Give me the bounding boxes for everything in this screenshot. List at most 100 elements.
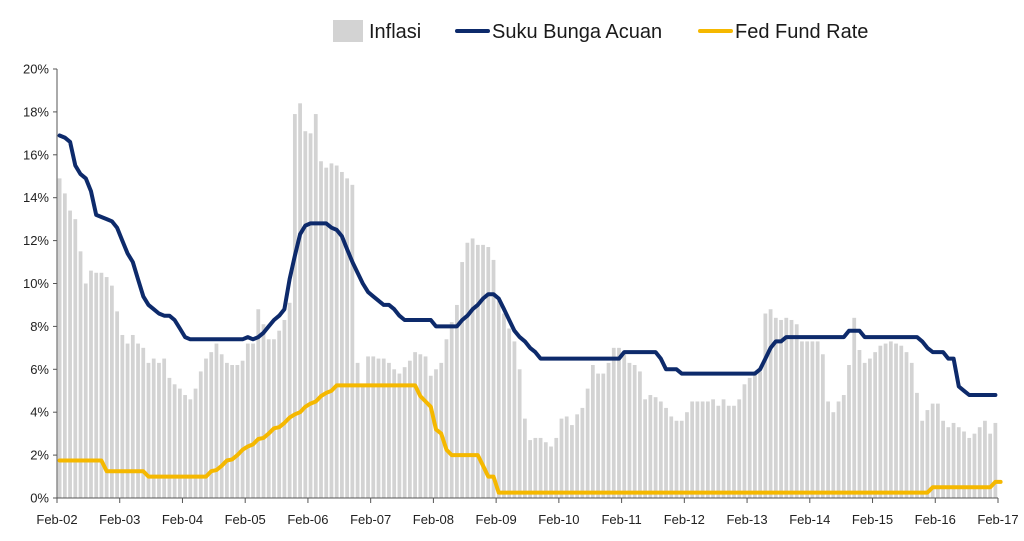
inflasi-bar (423, 356, 428, 498)
inflasi-bar (831, 412, 836, 498)
inflasi-bar (407, 360, 412, 498)
inflasi-bar (606, 362, 611, 498)
inflasi-bar (779, 319, 783, 498)
inflasi-bar (962, 431, 966, 498)
inflasi-bar (967, 437, 972, 498)
inflasi-bar (836, 401, 841, 498)
inflasi-bar (89, 270, 93, 498)
y-tick-label: 0% (30, 491, 49, 506)
inflasi-bar (313, 114, 318, 499)
inflasi-bar (789, 319, 794, 498)
inflasi-bar (815, 341, 820, 498)
inflasi-bar (371, 356, 376, 498)
inflasi-bar (658, 401, 663, 498)
inflasi-bar (648, 395, 653, 498)
inflasi-bar (517, 369, 522, 498)
x-tick-label: Feb-13 (726, 512, 767, 527)
inflasi-bar (951, 422, 956, 498)
inflasi-bar (381, 358, 386, 498)
inflasi-bar (475, 244, 480, 498)
inflasi-bar (925, 410, 930, 498)
inflasi-bar (747, 377, 752, 498)
inflasi-bar (611, 347, 616, 498)
inflasi-bar (287, 302, 292, 498)
x-tick-label: Feb-10 (538, 512, 579, 527)
inflasi-bar (533, 437, 538, 498)
inflasi-bar (319, 161, 323, 499)
inflasi-bar (909, 362, 914, 498)
inflasi-bar (392, 369, 397, 498)
inflasi-bar (470, 238, 475, 498)
inflasi-bar (695, 401, 700, 498)
legend-label-suku-bunga-acuan: Suku Bunga Acuan (492, 21, 662, 43)
y-tick-label: 10% (23, 276, 49, 291)
inflasi-bar (705, 401, 710, 498)
inflasi-bar (810, 341, 815, 498)
inflasi-bar (261, 324, 266, 498)
inflasi-bar (543, 442, 548, 498)
legend-label-fed-fund-rate: Fed Fund Rate (735, 21, 868, 43)
inflasi-bar (585, 388, 590, 498)
inflasi-bar (632, 365, 637, 498)
inflasi-bar (193, 388, 198, 498)
y-tick-label: 12% (23, 233, 49, 248)
inflasi-bar (653, 397, 658, 498)
inflasi-bar (413, 352, 417, 498)
inflasi-bar (277, 330, 282, 498)
inflasi-bar (899, 345, 904, 498)
inflasi-bar (538, 437, 543, 498)
inflasi-bar (941, 420, 945, 498)
rate-lines (57, 133, 1003, 495)
inflasi-bar (904, 352, 909, 498)
inflasi-bar (141, 347, 146, 498)
inflasi-bar (115, 311, 119, 498)
inflasi-bar (110, 285, 114, 498)
y-tick-label: 18% (23, 104, 49, 119)
inflasi-bar (690, 401, 695, 498)
inflasi-bar (726, 405, 731, 498)
inflasi-bar (523, 418, 527, 498)
inflasi-bar (643, 399, 647, 498)
inflasi-bar (753, 371, 757, 498)
inflasi-bar (73, 219, 78, 498)
inflasi-bar (151, 358, 156, 498)
inflasi-bar (57, 178, 62, 498)
y-tick-label: 8% (30, 319, 49, 334)
inflasi-bar (350, 184, 355, 498)
inflasi-bar (177, 388, 182, 498)
inflasi-bar (146, 362, 151, 498)
inflasi-bar (481, 244, 485, 498)
inflasi-bar (329, 163, 334, 498)
inflasi-bar (768, 309, 773, 498)
inflasi-bar (685, 412, 689, 498)
inflasi-bar (219, 354, 224, 498)
inflasi-bar (512, 341, 517, 498)
x-tick-label: Feb-06 (287, 512, 328, 527)
inflasi-bar (596, 373, 600, 498)
inflasi-bar (465, 242, 470, 498)
fed-fund-rate-line (57, 383, 1003, 495)
y-tick-label: 4% (30, 405, 49, 420)
inflasi-bar (664, 407, 668, 498)
x-tick-label: Feb-03 (99, 512, 140, 527)
inflasi-bar (172, 384, 177, 498)
inflasi-bar (209, 352, 214, 498)
inflasi-bar (402, 367, 407, 498)
legend-swatch-inflasi (333, 20, 363, 42)
inflasi-bar (784, 317, 789, 498)
inflasi-bar (983, 420, 987, 498)
x-tick-label: Feb-07 (350, 512, 391, 527)
inflasi-bar (732, 405, 736, 498)
inflasi-bar (946, 427, 951, 498)
inflasi-bar (460, 262, 465, 498)
inflasi-bar (878, 345, 883, 498)
y-tick-label: 16% (23, 147, 49, 162)
inflasi-bar (449, 322, 454, 498)
inflasi-bar (355, 362, 360, 498)
x-tick-label: Feb-08 (413, 512, 454, 527)
inflasi-bar (360, 384, 365, 498)
x-tick-label: Feb-11 (601, 512, 641, 527)
x-tick-label: Feb-02 (36, 512, 77, 527)
y-tick-label: 20% (23, 62, 49, 77)
